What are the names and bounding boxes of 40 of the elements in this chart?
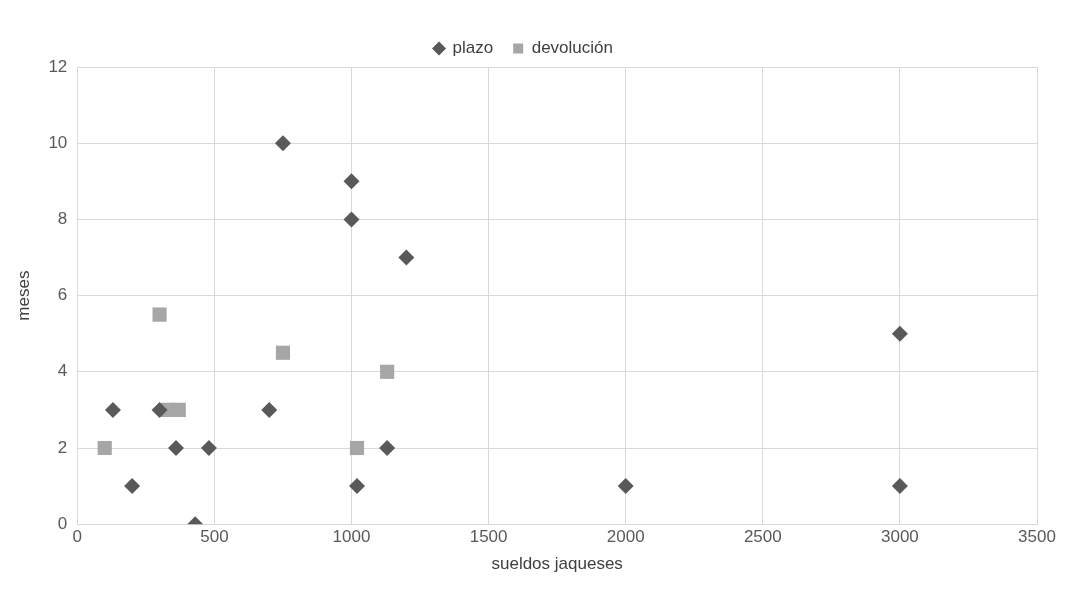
x-tick-label: 3000 [880, 527, 919, 547]
point [275, 345, 291, 360]
point [261, 401, 278, 418]
y-tick-label: 0 [57, 513, 68, 533]
y-tick-label: 8 [57, 209, 68, 229]
point [343, 173, 360, 190]
point [398, 249, 415, 266]
legend-label: devolución [531, 38, 613, 58]
point [349, 440, 365, 456]
x-tick-label: 2500 [743, 527, 782, 547]
x-tick-label: 1500 [469, 527, 508, 547]
point [151, 401, 168, 418]
y-tick-label: 10 [48, 132, 68, 152]
y-tick-label: 4 [57, 361, 68, 381]
point [152, 307, 167, 322]
point [617, 478, 634, 495]
x-tick-label: 3500 [1018, 527, 1056, 547]
y-tick-label: 6 [57, 285, 68, 305]
point [104, 401, 121, 418]
point [171, 402, 186, 417]
point [200, 440, 217, 456]
point [348, 478, 365, 495]
point [380, 364, 395, 379]
point [168, 440, 185, 456]
point [379, 440, 396, 456]
y-tick-label: 2 [57, 437, 68, 457]
point [124, 478, 141, 495]
point [274, 135, 291, 152]
point [343, 211, 360, 228]
x-tick-label: 2000 [606, 527, 645, 547]
y-tick-label: 12 [48, 56, 68, 76]
x-tick-label: 500 [200, 527, 229, 547]
x-tick-label: 0 [72, 527, 83, 547]
point [97, 440, 112, 456]
legend-label: plazo [452, 38, 494, 58]
x-axis-title: sueldos jaqueses [491, 554, 623, 574]
y-axis-title: meses [13, 270, 33, 321]
point [891, 478, 908, 495]
x-tick-label: 1000 [332, 527, 371, 547]
point [891, 325, 908, 342]
